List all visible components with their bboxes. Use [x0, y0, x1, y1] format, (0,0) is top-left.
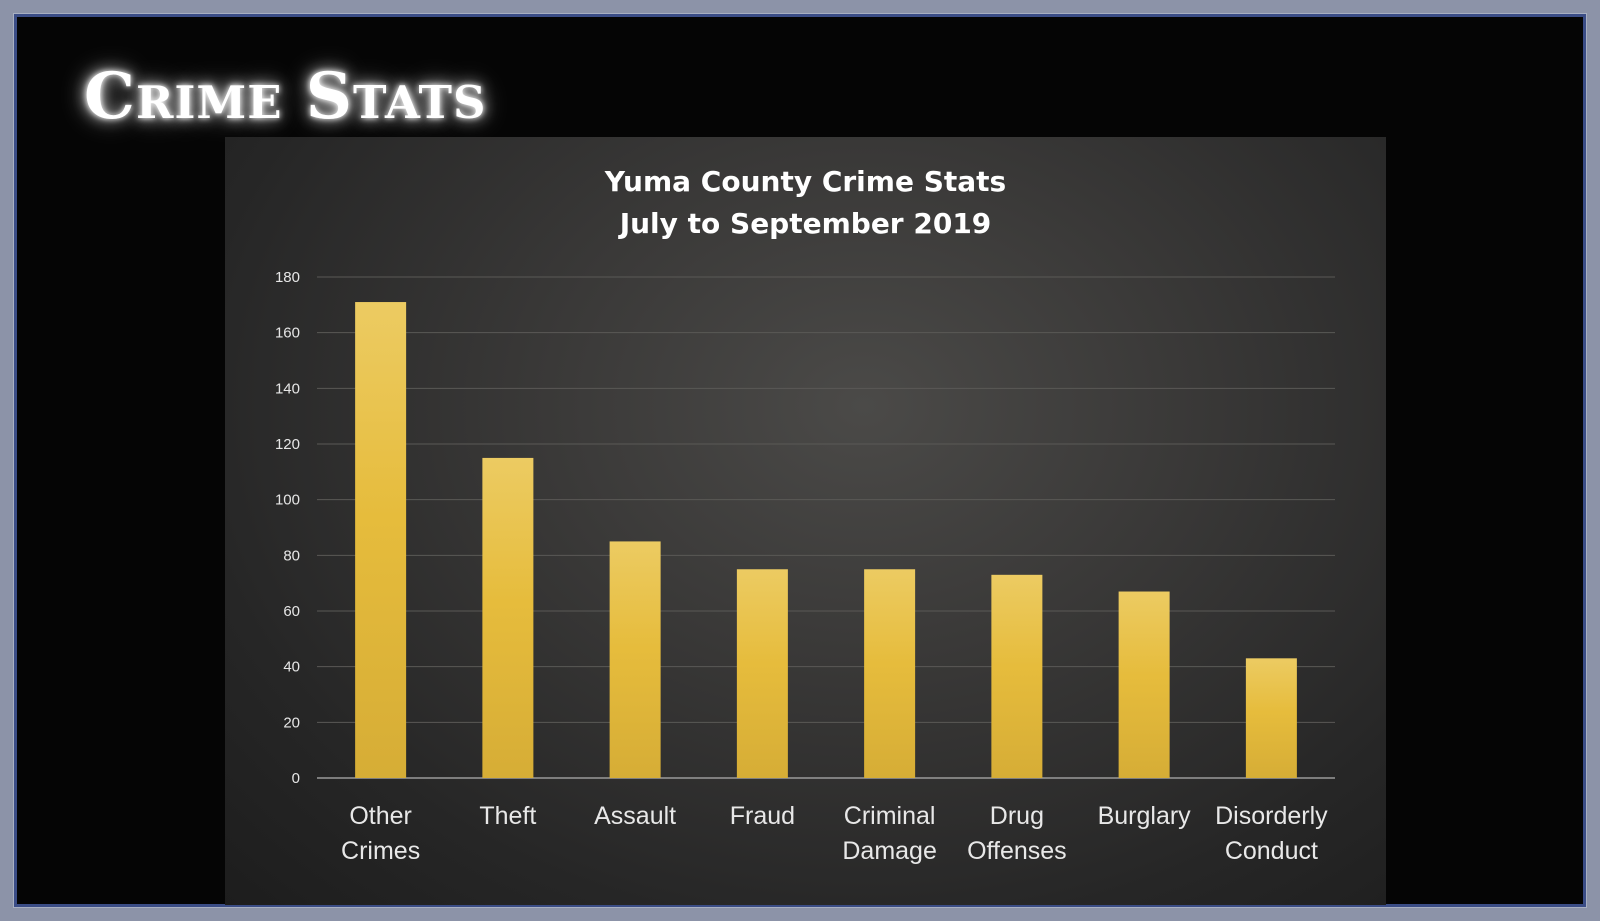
bar — [1245, 658, 1297, 778]
bar — [1118, 591, 1170, 778]
bar — [482, 457, 534, 778]
y-tick-label: 40 — [283, 659, 300, 676]
bar-chart: 0 20 40 60 80 100 120 140 160 180 Other Crimes Theft… — [275, 269, 1335, 865]
x-category-label: Fraud — [730, 802, 795, 830]
y-tick-label: 140 — [275, 380, 300, 397]
bar — [864, 569, 916, 778]
chart-title-line-1: Yuma County Crime Stats — [604, 165, 1007, 198]
chart-title-line-2: July to September 2019 — [619, 207, 992, 240]
bar — [991, 574, 1043, 778]
slide-frame: Crime Stats Yuma County Crime Stats July… — [14, 14, 1586, 907]
y-tick-label: 60 — [283, 603, 300, 620]
x-category-label: Damage — [842, 837, 937, 865]
y-tick-label: 80 — [283, 547, 300, 564]
bar — [609, 541, 661, 778]
x-category-label: Theft — [479, 802, 536, 830]
bar — [355, 302, 407, 778]
y-tick-label: 0 — [292, 770, 300, 787]
y-tick-label: 100 — [275, 492, 300, 509]
x-category-label: Other — [349, 802, 412, 830]
y-tick-label: 160 — [275, 325, 300, 342]
slide-title: Crime Stats — [84, 59, 487, 134]
x-category-label: Disorderly — [1215, 802, 1328, 830]
y-tick-label: 20 — [283, 714, 300, 731]
x-category-label: Offenses — [967, 837, 1067, 865]
y-tick-label: 180 — [275, 269, 300, 286]
chart-panel: Yuma County Crime Stats July to Septembe… — [225, 137, 1386, 905]
x-category-label: Assault — [594, 802, 676, 830]
bar — [736, 569, 788, 778]
x-category-label: Drug — [990, 802, 1044, 830]
x-category-label: Conduct — [1225, 837, 1318, 865]
x-category-label: Criminal — [844, 802, 936, 830]
y-tick-label: 120 — [275, 436, 300, 453]
x-category-label: Burglary — [1098, 802, 1192, 830]
x-category-label: Crimes — [341, 837, 420, 865]
